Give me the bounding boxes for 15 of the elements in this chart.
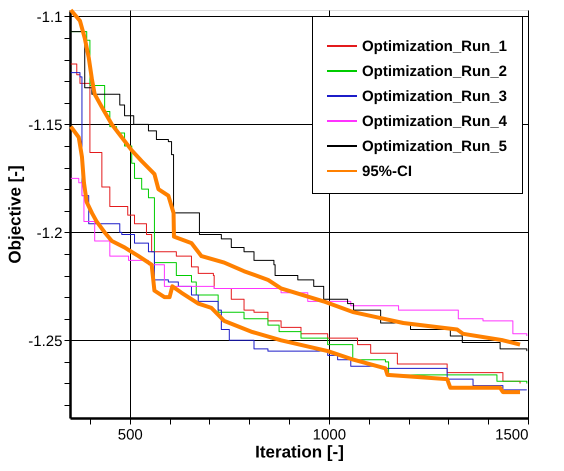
legend-label: Optimization_Run_4 [362, 113, 508, 130]
legend-label: Optimization_Run_1 [362, 38, 508, 55]
y-tick-label: -1.25 [28, 332, 62, 350]
y-tick-label: -1.15 [28, 116, 62, 134]
x-tick-label: 1500 [495, 426, 528, 444]
x-axis-title: Iteration [-] [255, 442, 344, 462]
legend-label: Optimization_Run_5 [362, 138, 508, 155]
legend-label: 95%-CI [362, 163, 412, 180]
y-tick-label: -1.2 [36, 224, 62, 242]
y-axis-title: Objective [-] [5, 165, 24, 264]
x-tick-label: 500 [118, 426, 143, 444]
legend-label: Optimization_Run_3 [362, 88, 508, 105]
y-tick-label: -1.1 [36, 8, 62, 26]
legend-label: Optimization_Run_2 [362, 63, 508, 80]
x-tick-label: 1000 [312, 426, 346, 444]
